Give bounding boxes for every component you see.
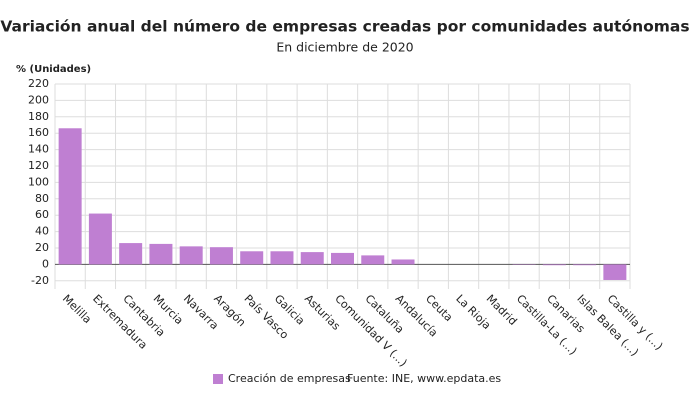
y-tick-label: 220 [28,77,49,90]
y-tick-label: 80 [35,192,49,205]
bar [361,255,385,265]
y-tick-label: 120 [28,159,49,172]
bar [573,264,597,266]
y-tick-label: 200 [28,93,49,106]
legend-swatch [213,374,223,384]
source: Fuente: INE, www.epdata.es [347,372,501,385]
bar [149,243,173,265]
y-tick-label: 40 [35,225,49,238]
x-tick-label: Melilla [60,292,94,326]
bar [300,252,324,265]
y-axis-label: % (Unidades) [16,64,91,75]
bar [603,264,627,280]
bar [331,252,354,265]
bar [542,264,566,266]
bar [270,251,294,265]
y-tick-label: 140 [28,143,49,156]
y-tick-label: 160 [28,126,49,139]
bar [391,259,415,265]
y-tick-label: 60 [35,208,49,221]
y-tick-label: 100 [28,175,49,188]
chart-subtitle: En diciembre de 2020 [276,40,413,55]
y-tick-label: 0 [42,257,49,270]
bar [209,247,233,265]
y-tick-label: -20 [31,274,49,287]
y-tick-label: 20 [35,241,49,254]
bar [179,246,203,265]
bar [240,251,264,265]
bar [88,213,112,265]
y-tick-label: 180 [28,110,49,123]
bar [119,243,143,265]
x-tick-label: Extremadura [90,292,150,352]
bar [58,128,82,265]
chart-title: Variación anual del número de empresas c… [0,18,689,36]
legend-label: Creación de empresas [228,372,351,385]
